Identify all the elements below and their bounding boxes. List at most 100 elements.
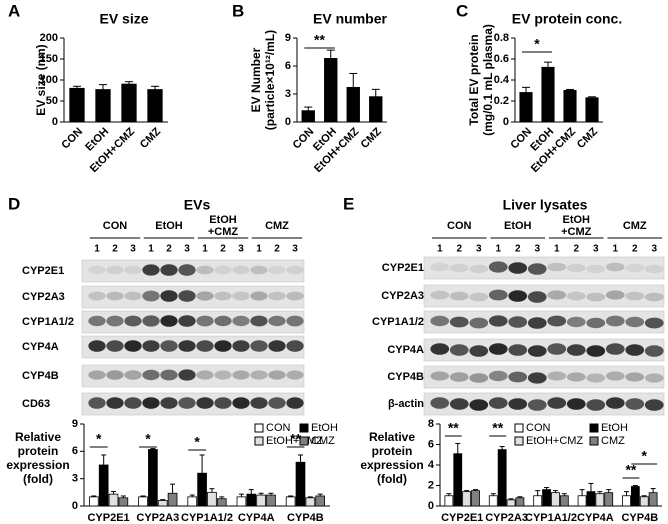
blot-band xyxy=(586,399,606,411)
x-tick-label: CYP4A xyxy=(577,512,614,524)
y-tick-label: 100 xyxy=(40,74,58,86)
y-tick-label: 0 xyxy=(72,500,78,512)
blot-band xyxy=(196,265,214,275)
error-bar xyxy=(561,493,567,496)
blot-band xyxy=(430,397,450,409)
error-bar xyxy=(588,96,596,98)
bar xyxy=(295,461,306,507)
error-bar xyxy=(304,106,313,111)
row-label: CYP2A3 xyxy=(381,290,424,302)
blot-band xyxy=(547,262,567,272)
row-label: CYP2A3 xyxy=(22,291,65,303)
error-bar xyxy=(606,489,612,493)
panel-letter: C xyxy=(456,1,468,20)
blot-band xyxy=(449,263,469,273)
error-bar xyxy=(150,448,156,450)
y-tick-label: 0 xyxy=(52,116,58,128)
group-label: CON xyxy=(447,220,472,232)
bar xyxy=(187,496,198,507)
bar xyxy=(95,89,111,123)
row-label: CD63 xyxy=(22,398,50,410)
error-bar xyxy=(160,499,166,501)
y-tick-label: 150 xyxy=(40,53,58,65)
blot-band xyxy=(232,315,250,327)
error-bar xyxy=(248,489,254,495)
bar xyxy=(69,87,85,123)
bar xyxy=(148,449,158,507)
error-bar xyxy=(288,495,294,497)
group-label: CMZ xyxy=(265,220,289,232)
blot-band xyxy=(232,291,250,301)
blot-band xyxy=(605,343,625,355)
group-label: EtOH xyxy=(563,214,591,226)
blot-band xyxy=(508,316,528,328)
blot-band xyxy=(586,345,606,357)
error-bar xyxy=(326,49,335,59)
x-tick-label: CMZ xyxy=(138,125,164,151)
y-tick-label: 0.6 xyxy=(494,53,509,65)
group-label: EtOH xyxy=(155,220,183,232)
x-tick-label: CYP2E1 xyxy=(441,512,483,524)
error-bar xyxy=(268,492,274,496)
blot-band xyxy=(566,291,586,301)
row-label: CYP4B xyxy=(22,370,59,382)
blot-band xyxy=(178,290,196,302)
bar xyxy=(453,453,463,507)
error-bar xyxy=(189,494,195,497)
lane-label: 2 xyxy=(573,244,579,255)
group-label: EtOH xyxy=(209,214,237,226)
blot-band xyxy=(250,340,268,352)
blot-band xyxy=(214,397,232,409)
blot-band xyxy=(449,344,469,356)
blot-band xyxy=(88,291,106,301)
error-bar xyxy=(199,454,205,474)
blot-band xyxy=(250,291,268,301)
bar xyxy=(236,496,247,507)
bar xyxy=(285,496,296,507)
bar xyxy=(301,110,315,123)
lane-label: 3 xyxy=(184,244,190,255)
blot-band xyxy=(566,344,586,356)
group-label: +CMZ xyxy=(208,226,239,238)
bar xyxy=(147,89,163,123)
blot-band xyxy=(625,398,645,410)
y-tick-label: 0.4 xyxy=(494,74,510,86)
error-bar xyxy=(349,72,358,88)
significance-label: * xyxy=(145,431,151,447)
significance-label: * xyxy=(194,434,200,450)
y-tick-label: 0.2 xyxy=(494,95,509,107)
blot-band xyxy=(286,265,304,275)
error-bar xyxy=(522,86,530,93)
bar xyxy=(630,486,640,507)
significance-label: * xyxy=(534,36,540,52)
blot-band xyxy=(508,290,528,302)
significance-label: ** xyxy=(625,462,636,478)
error-bar xyxy=(597,491,603,494)
lane-label: 2 xyxy=(515,244,521,255)
lane-label: 2 xyxy=(632,244,638,255)
bar xyxy=(246,493,257,507)
blot-band xyxy=(488,289,508,301)
error-bar xyxy=(544,487,550,490)
bar xyxy=(639,496,649,507)
bar xyxy=(197,472,207,507)
group-label: CMZ xyxy=(623,220,647,232)
legend-label: EtOH+CMZ xyxy=(526,435,583,447)
error-bar xyxy=(140,495,146,497)
blot-band xyxy=(527,345,547,357)
bar xyxy=(157,500,168,507)
y-tick-label: 3 xyxy=(285,88,291,100)
lane-label: 3 xyxy=(534,244,540,255)
row-label: CYP4B xyxy=(387,371,424,383)
legend-label: EtOH xyxy=(311,422,338,434)
lane-label: 1 xyxy=(94,244,100,255)
blot-band xyxy=(160,369,178,381)
bar xyxy=(622,495,631,507)
blot-band xyxy=(625,291,645,301)
blot-band xyxy=(142,315,160,327)
error-bar xyxy=(566,88,574,91)
lane-label: 2 xyxy=(112,244,118,255)
row-label: CYP1A1/2 xyxy=(372,316,424,328)
blot-band xyxy=(527,263,547,275)
x-tick-label: CYP1A1/2 xyxy=(181,512,233,524)
